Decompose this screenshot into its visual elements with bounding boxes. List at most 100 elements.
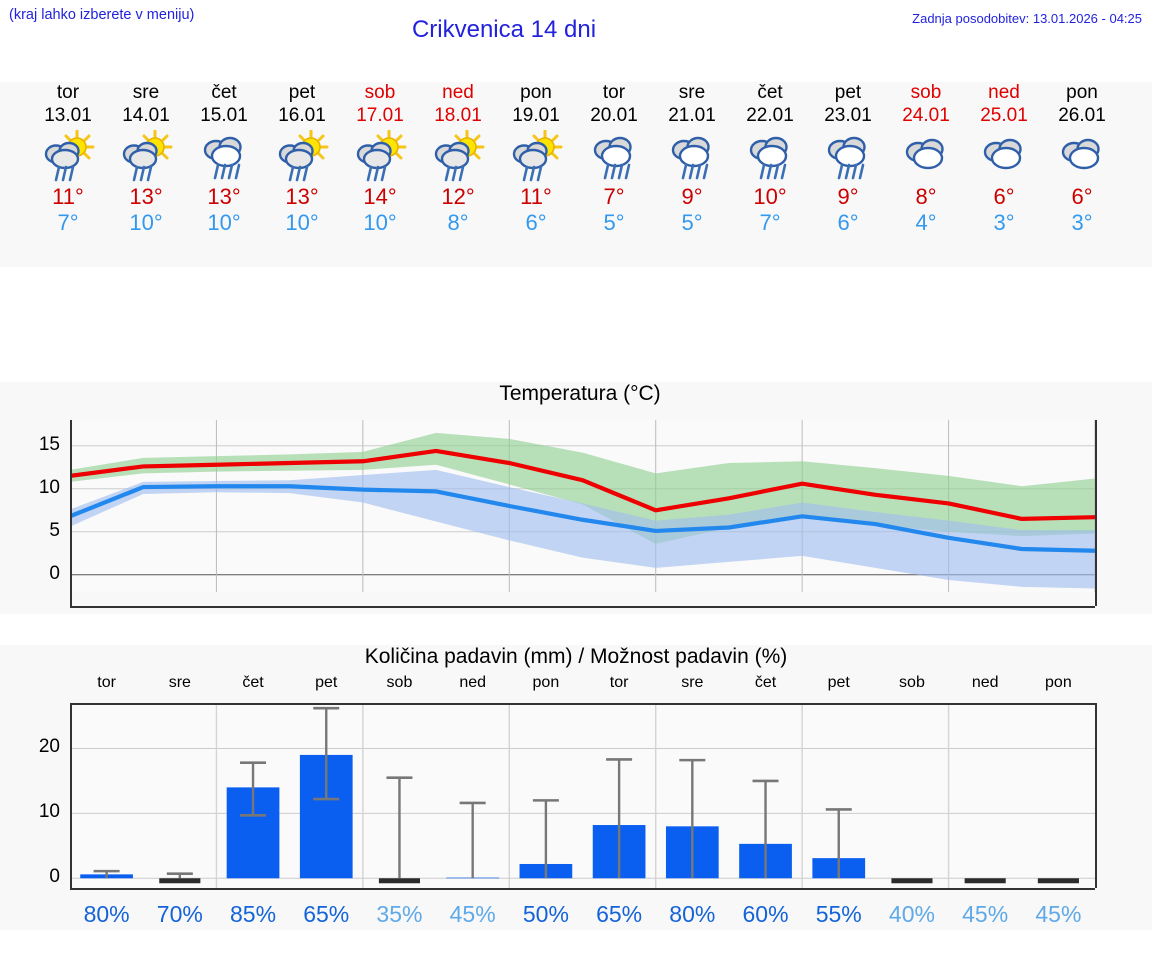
day-name: pon — [520, 82, 552, 103]
day-temp-min: 5° — [603, 210, 625, 235]
day-temp-min: 7° — [759, 210, 781, 235]
day-temp-max: 9° — [837, 184, 859, 209]
y-axis-tick-label: 10 — [38, 476, 60, 498]
precipitation-day-label: tor — [97, 674, 116, 691]
sun-cloud-rain-icon — [497, 130, 575, 182]
menu-hint-text: (kraj lahko izberete v meniju) — [9, 7, 195, 23]
day-temp-max: 9° — [681, 184, 703, 209]
day-name: sre — [132, 82, 160, 103]
day-date: 13.01 — [44, 105, 92, 126]
day-temp-min: 7° — [57, 210, 79, 235]
cloud-rain-icon — [185, 130, 263, 182]
y-axis-tick-label: 10 — [38, 801, 60, 823]
day-temp-min: 10° — [207, 210, 241, 235]
day-name: pet — [834, 82, 862, 103]
day-temp-min: 10° — [363, 210, 397, 235]
day-temp-max: 8° — [915, 184, 937, 209]
day-temp-max: 14° — [363, 184, 397, 209]
precipitation-chart-panel: Količina padavin (mm) / Možnost padavin … — [0, 645, 1152, 930]
day-date: 24.01 — [902, 105, 950, 126]
temperature-chart-panel: Temperatura (°C) © vreme.us & vreme.pro … — [0, 382, 1152, 868]
day-date: 21.01 — [668, 105, 716, 126]
day-temp-max: 13° — [285, 184, 319, 209]
cloud-rain-icon — [575, 130, 653, 182]
precipitation-day-label: ned — [971, 674, 999, 691]
precipitation-chart-title: Količina padavin (mm) / Možnost padavin … — [364, 645, 788, 668]
forecast-day-column[interactable]: ned 18.01 12° 8° — [419, 82, 497, 236]
cloud-icon — [887, 130, 965, 182]
y-axis-tick-label: 5 — [49, 519, 60, 541]
precipitation-probability: 60% — [742, 901, 789, 927]
forecast-day-column[interactable]: sre 21.01 9° 5° — [653, 82, 731, 236]
day-name: ned — [988, 82, 1020, 103]
precipitation-plot-area — [70, 703, 1095, 888]
precipitation-probability: 45% — [1035, 901, 1082, 927]
sun-cloud-rain-icon — [263, 130, 341, 182]
cloud-icon — [1043, 130, 1121, 182]
forecast-day-column[interactable]: pet 23.01 9° 6° — [809, 82, 887, 236]
precipitation-probability: 80% — [669, 901, 716, 927]
precipitation-day-label: ned — [459, 674, 487, 691]
cloud-icon — [965, 130, 1043, 182]
sun-cloud-rain-icon — [341, 130, 419, 182]
day-date: 17.01 — [356, 105, 404, 126]
sun-cloud-rain-icon — [419, 130, 497, 182]
precipitation-probability: 85% — [230, 901, 277, 927]
cloud-rain-icon — [653, 130, 731, 182]
precipitation-probability: 35% — [376, 901, 423, 927]
day-temp-min: 6° — [837, 210, 859, 235]
precipitation-day-label: pon — [532, 674, 560, 691]
day-temp-max: 13° — [129, 184, 163, 209]
forecast-day-column[interactable]: pon 19.01 11° 6° — [497, 82, 575, 236]
sun-cloud-rain-icon — [107, 130, 185, 182]
y-axis-tick-label: 15 — [38, 433, 60, 455]
forecast-day-column[interactable]: čet 15.01 13° 10° — [185, 82, 263, 236]
day-temp-max: 13° — [207, 184, 241, 209]
precipitation-day-label: sre — [681, 674, 704, 691]
precipitation-probability: 55% — [815, 901, 862, 927]
forecast-day-column[interactable]: pet 16.01 13° 10° — [263, 82, 341, 236]
sun-cloud-rain-icon — [29, 130, 107, 182]
day-temp-min: 4° — [915, 210, 937, 235]
day-date: 18.01 — [434, 105, 482, 126]
day-temp-max: 11° — [520, 184, 552, 209]
forecast-day-column[interactable]: tor 13.01 11° 7° — [29, 82, 107, 236]
day-name: sob — [364, 82, 396, 103]
temperature-chart-title: Temperatura (°C) — [499, 382, 661, 405]
forecast-day-column[interactable]: tor 20.01 7° 5° — [575, 82, 653, 236]
day-name: ned — [442, 82, 474, 103]
forecast-day-column[interactable]: čet 22.01 10° 7° — [731, 82, 809, 236]
precipitation-day-label: pet — [315, 674, 338, 691]
day-temp-min: 5° — [681, 210, 703, 235]
forecast-day-column[interactable]: sob 17.01 14° 10° — [341, 82, 419, 236]
precipitation-day-label: pet — [827, 674, 850, 691]
y-axis-tick-label: 0 — [49, 562, 60, 584]
daily-forecast-strip: tor 13.01 11° 7° sre 14.01 13° 10° čet 15.01 13… — [0, 82, 1152, 267]
y-axis-tick-label: 20 — [38, 736, 60, 758]
last-updated-text: Zadnja posodobitev: 13.01.2026 - 04:25 — [912, 11, 1142, 26]
page-title: Crikvenica 14 dni — [411, 16, 597, 43]
precipitation-day-label: tor — [609, 674, 629, 691]
day-date: 23.01 — [824, 105, 872, 126]
forecast-day-column[interactable]: sob 24.01 8° 4° — [887, 82, 965, 236]
forecast-day-column[interactable]: sre 14.01 13° 10° — [107, 82, 185, 236]
precipitation-probability: 45% — [449, 901, 496, 927]
page-header: (kraj lahko izberete v meniju) Crikvenic… — [0, 0, 1152, 50]
precipitation-probability: 40% — [888, 901, 935, 927]
day-temp-max: 10° — [753, 184, 787, 209]
day-temp-max: 11° — [52, 184, 84, 209]
precipitation-day-label: čet — [242, 674, 264, 691]
day-date: 16.01 — [278, 105, 326, 126]
precipitation-day-label: sob — [386, 674, 413, 691]
day-temp-min: 10° — [129, 210, 163, 235]
precipitation-probability: 65% — [303, 901, 350, 927]
forecast-day-column[interactable]: pon 26.01 6° 3° — [1043, 82, 1121, 236]
day-temp-max: 6° — [1071, 184, 1093, 209]
forecast-day-column[interactable]: ned 25.01 6° 3° — [965, 82, 1043, 236]
day-temp-min: 6° — [525, 210, 547, 235]
y-axis-tick-label: 0 — [49, 866, 60, 888]
day-date: 26.01 — [1058, 105, 1106, 126]
precipitation-probability: 80% — [83, 901, 130, 927]
day-date: 22.01 — [746, 105, 794, 126]
day-date: 19.01 — [512, 105, 560, 126]
